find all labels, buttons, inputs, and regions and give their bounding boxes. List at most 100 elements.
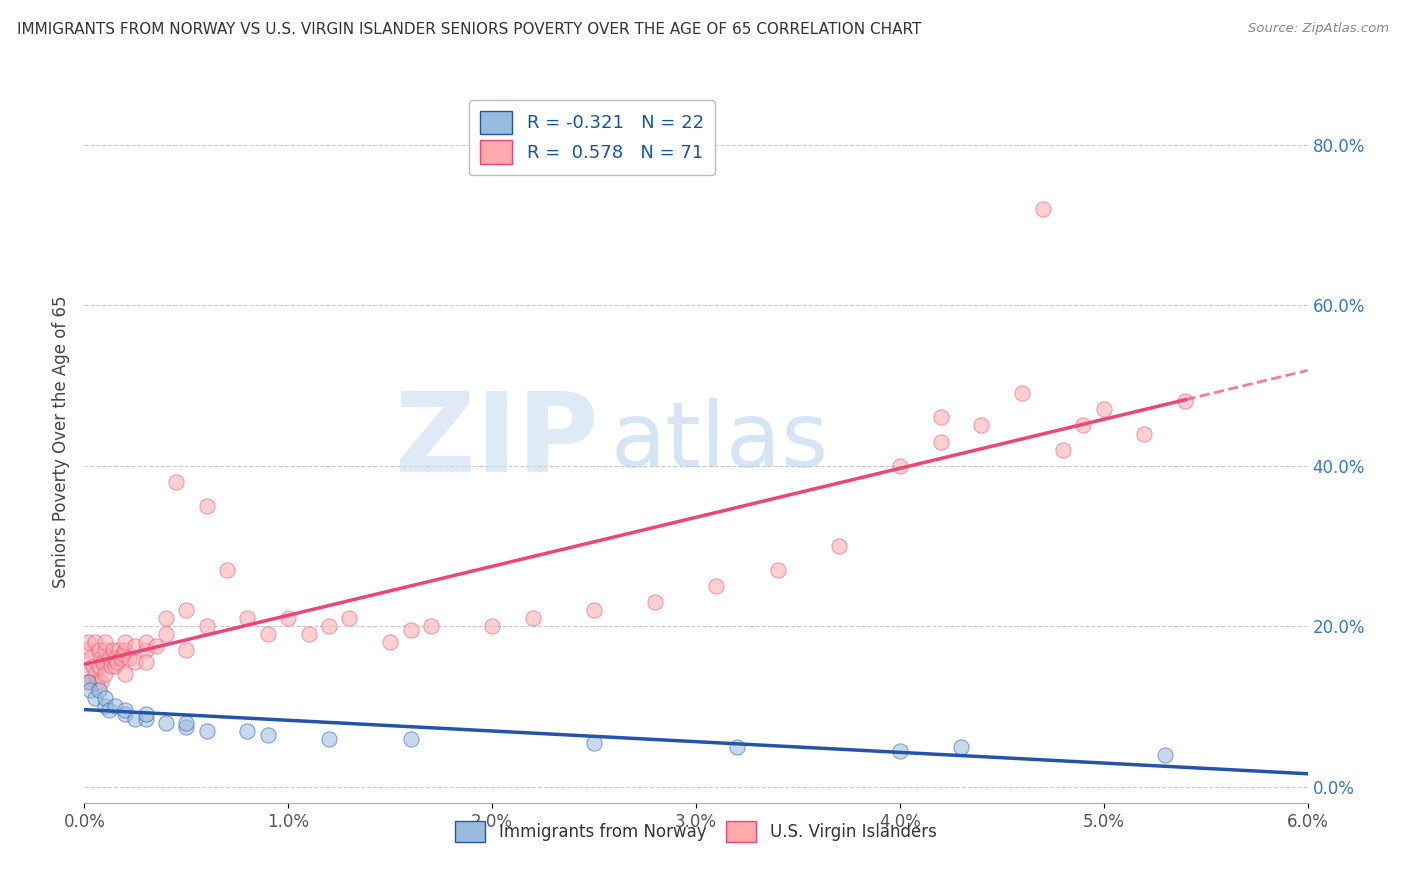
Point: [176, 643, 198, 657]
Point: [114, 643, 136, 657]
Text: ZIP: ZIP: [395, 388, 598, 495]
Point: [706, 579, 728, 593]
Point: [155, 611, 177, 625]
Point: [77, 635, 100, 649]
Point: [91, 655, 114, 669]
Point: [195, 619, 218, 633]
Point: [87, 683, 110, 698]
Point: [135, 712, 157, 726]
Point: [644, 595, 666, 609]
Point: [929, 434, 952, 449]
Point: [90, 651, 112, 665]
Point: [93, 643, 117, 657]
Point: [399, 623, 422, 637]
Legend: Immigrants from Norway, U.S. Virgin Islanders: Immigrants from Norway, U.S. Virgin Isla…: [449, 814, 943, 848]
Point: [90, 675, 112, 690]
Point: [135, 643, 157, 657]
Point: [112, 648, 135, 662]
Point: [155, 715, 177, 730]
Point: [277, 611, 299, 625]
Point: [1154, 747, 1177, 762]
Point: [1032, 202, 1054, 216]
Point: [318, 731, 340, 746]
Point: [176, 719, 198, 733]
Point: [1133, 426, 1156, 441]
Point: [93, 635, 117, 649]
Point: [766, 563, 789, 577]
Point: [97, 703, 120, 717]
Point: [124, 655, 146, 669]
Text: Source: ZipAtlas.com: Source: ZipAtlas.com: [1249, 22, 1389, 36]
Point: [114, 635, 136, 649]
Point: [217, 563, 239, 577]
Point: [725, 739, 748, 754]
Point: [105, 655, 128, 669]
Point: [77, 667, 100, 681]
Point: [77, 675, 100, 690]
Point: [481, 619, 503, 633]
Point: [828, 539, 851, 553]
Point: [75, 643, 97, 657]
Point: [176, 715, 198, 730]
Point: [135, 655, 157, 669]
Text: atlas: atlas: [610, 398, 828, 485]
Point: [110, 651, 132, 665]
Point: [101, 643, 124, 657]
Point: [889, 744, 911, 758]
Point: [86, 675, 108, 690]
Point: [108, 643, 131, 657]
Point: [318, 619, 340, 633]
Y-axis label: Seniors Poverty Over the Age of 65: Seniors Poverty Over the Age of 65: [52, 295, 70, 588]
Point: [104, 651, 127, 665]
Point: [970, 418, 993, 433]
Point: [236, 723, 259, 738]
Point: [195, 723, 218, 738]
Point: [522, 611, 544, 625]
Point: [93, 667, 117, 681]
Point: [124, 639, 146, 653]
Point: [118, 651, 141, 665]
Point: [1174, 394, 1197, 409]
Point: [79, 651, 101, 665]
Point: [83, 635, 105, 649]
Point: [298, 627, 321, 641]
Point: [399, 731, 422, 746]
Point: [93, 699, 117, 714]
Point: [257, 728, 280, 742]
Point: [1052, 442, 1074, 457]
Point: [82, 659, 104, 673]
Point: [114, 667, 136, 681]
Point: [257, 627, 280, 641]
Text: IMMIGRANTS FROM NORWAY VS U.S. VIRGIN ISLANDER SENIORS POVERTY OVER THE AGE OF 6: IMMIGRANTS FROM NORWAY VS U.S. VIRGIN IS…: [17, 22, 921, 37]
Point: [79, 675, 101, 690]
Point: [176, 603, 198, 617]
Point: [583, 735, 606, 749]
Point: [889, 458, 911, 473]
Point: [93, 691, 117, 706]
Point: [114, 707, 136, 722]
Point: [124, 712, 146, 726]
Point: [114, 703, 136, 717]
Point: [79, 683, 101, 698]
Point: [929, 410, 952, 425]
Point: [155, 627, 177, 641]
Point: [104, 699, 127, 714]
Point: [380, 635, 402, 649]
Point: [339, 611, 361, 625]
Point: [87, 643, 110, 657]
Point: [195, 499, 218, 513]
Point: [236, 611, 259, 625]
Point: [104, 659, 127, 673]
Point: [100, 659, 122, 673]
Point: [420, 619, 443, 633]
Point: [135, 635, 157, 649]
Point: [97, 651, 120, 665]
Point: [145, 639, 167, 653]
Point: [1092, 402, 1115, 417]
Point: [135, 707, 157, 722]
Point: [1011, 386, 1033, 401]
Point: [83, 667, 105, 681]
Point: [950, 739, 973, 754]
Point: [583, 603, 606, 617]
Point: [83, 691, 105, 706]
